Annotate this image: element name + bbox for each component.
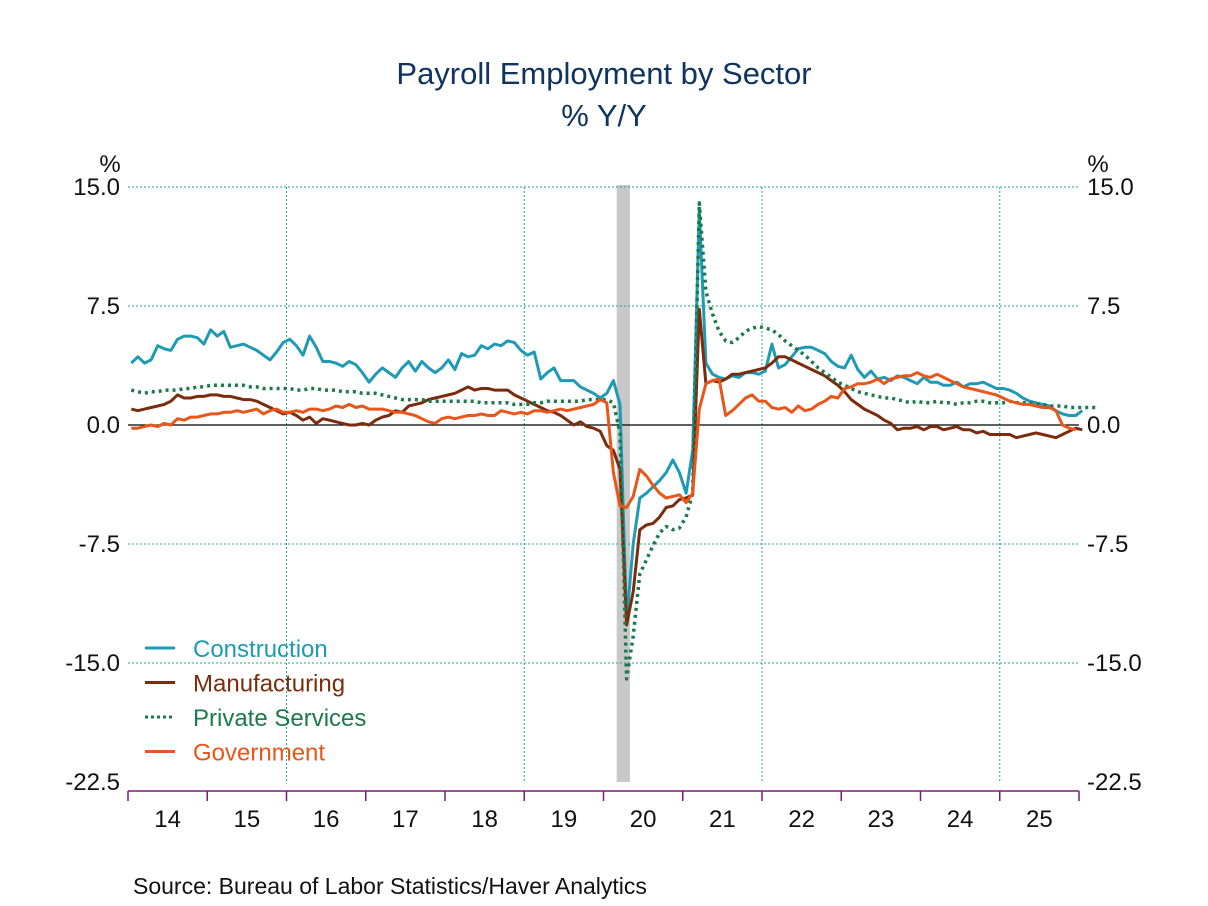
legend-label-construction: Construction (193, 636, 328, 663)
y-tick-label-right: -22.5 (1087, 769, 1142, 796)
x-tick-label: 24 (947, 806, 974, 833)
x-tick-label: 25 (1026, 806, 1053, 833)
x-tick-label: 19 (551, 806, 578, 833)
y-axis-right: 15.0 7.5 0.0 -7.5 -15.0 -22.5 (1087, 174, 1142, 796)
vertical-gridlines (286, 187, 1001, 782)
horizontal-gridlines (128, 186, 1079, 664)
x-tick-label: 22 (788, 806, 815, 833)
x-tick-label: 17 (392, 806, 419, 833)
x-tick-label: 15 (234, 806, 261, 833)
legend: Construction Manufacturing Private Service… (145, 636, 366, 767)
y-tick-label-right: 15.0 (1087, 174, 1134, 201)
y-tick-label-left: 0.0 (87, 412, 120, 439)
legend-label-government: Government (193, 740, 325, 767)
series-line-construction (130, 209, 1084, 624)
y-axis-unit-left: % (99, 151, 120, 178)
x-tick-label: 23 (868, 806, 895, 833)
y-tick-label-left: -15.0 (65, 650, 120, 677)
y-tick-label-right: 7.5 (1087, 293, 1120, 320)
x-tick-label: 20 (630, 806, 657, 833)
y-tick-label-left: 7.5 (87, 293, 120, 320)
y-tick-label-right: -15.0 (1087, 650, 1142, 677)
series-line-government (131, 371, 1077, 509)
chart-subtitle: % Y/Y (561, 98, 647, 133)
y-tick-label-right: 0.0 (1087, 412, 1120, 439)
x-axis: 14 15 16 17 18 19 20 21 22 23 24 25 (127, 790, 1080, 833)
series-line-private-services (130, 201, 1096, 681)
legend-label-manufacturing: Manufacturing (193, 671, 345, 698)
y-axis-unit-right: % (1087, 151, 1108, 178)
y-tick-label-left: -7.5 (79, 531, 120, 558)
x-tick-label: 18 (471, 806, 498, 833)
y-axis-left: 15.0 7.5 0.0 -7.5 -15.0 -22.5 (65, 174, 120, 796)
x-tick-label: 21 (709, 806, 736, 833)
y-tick-label-left: 15.0 (73, 174, 120, 201)
x-tick-label: 14 (154, 806, 181, 833)
legend-label-private-services: Private Services (193, 705, 366, 732)
y-tick-label-left: -22.5 (65, 769, 120, 796)
series-lines (130, 201, 1096, 681)
source-note: Source: Bureau of Labor Statistics/Haver… (133, 873, 647, 899)
y-tick-label-right: -7.5 (1087, 531, 1128, 558)
chart-title: Payroll Employment by Sector (396, 56, 811, 91)
x-tick-label: 16 (313, 806, 340, 833)
